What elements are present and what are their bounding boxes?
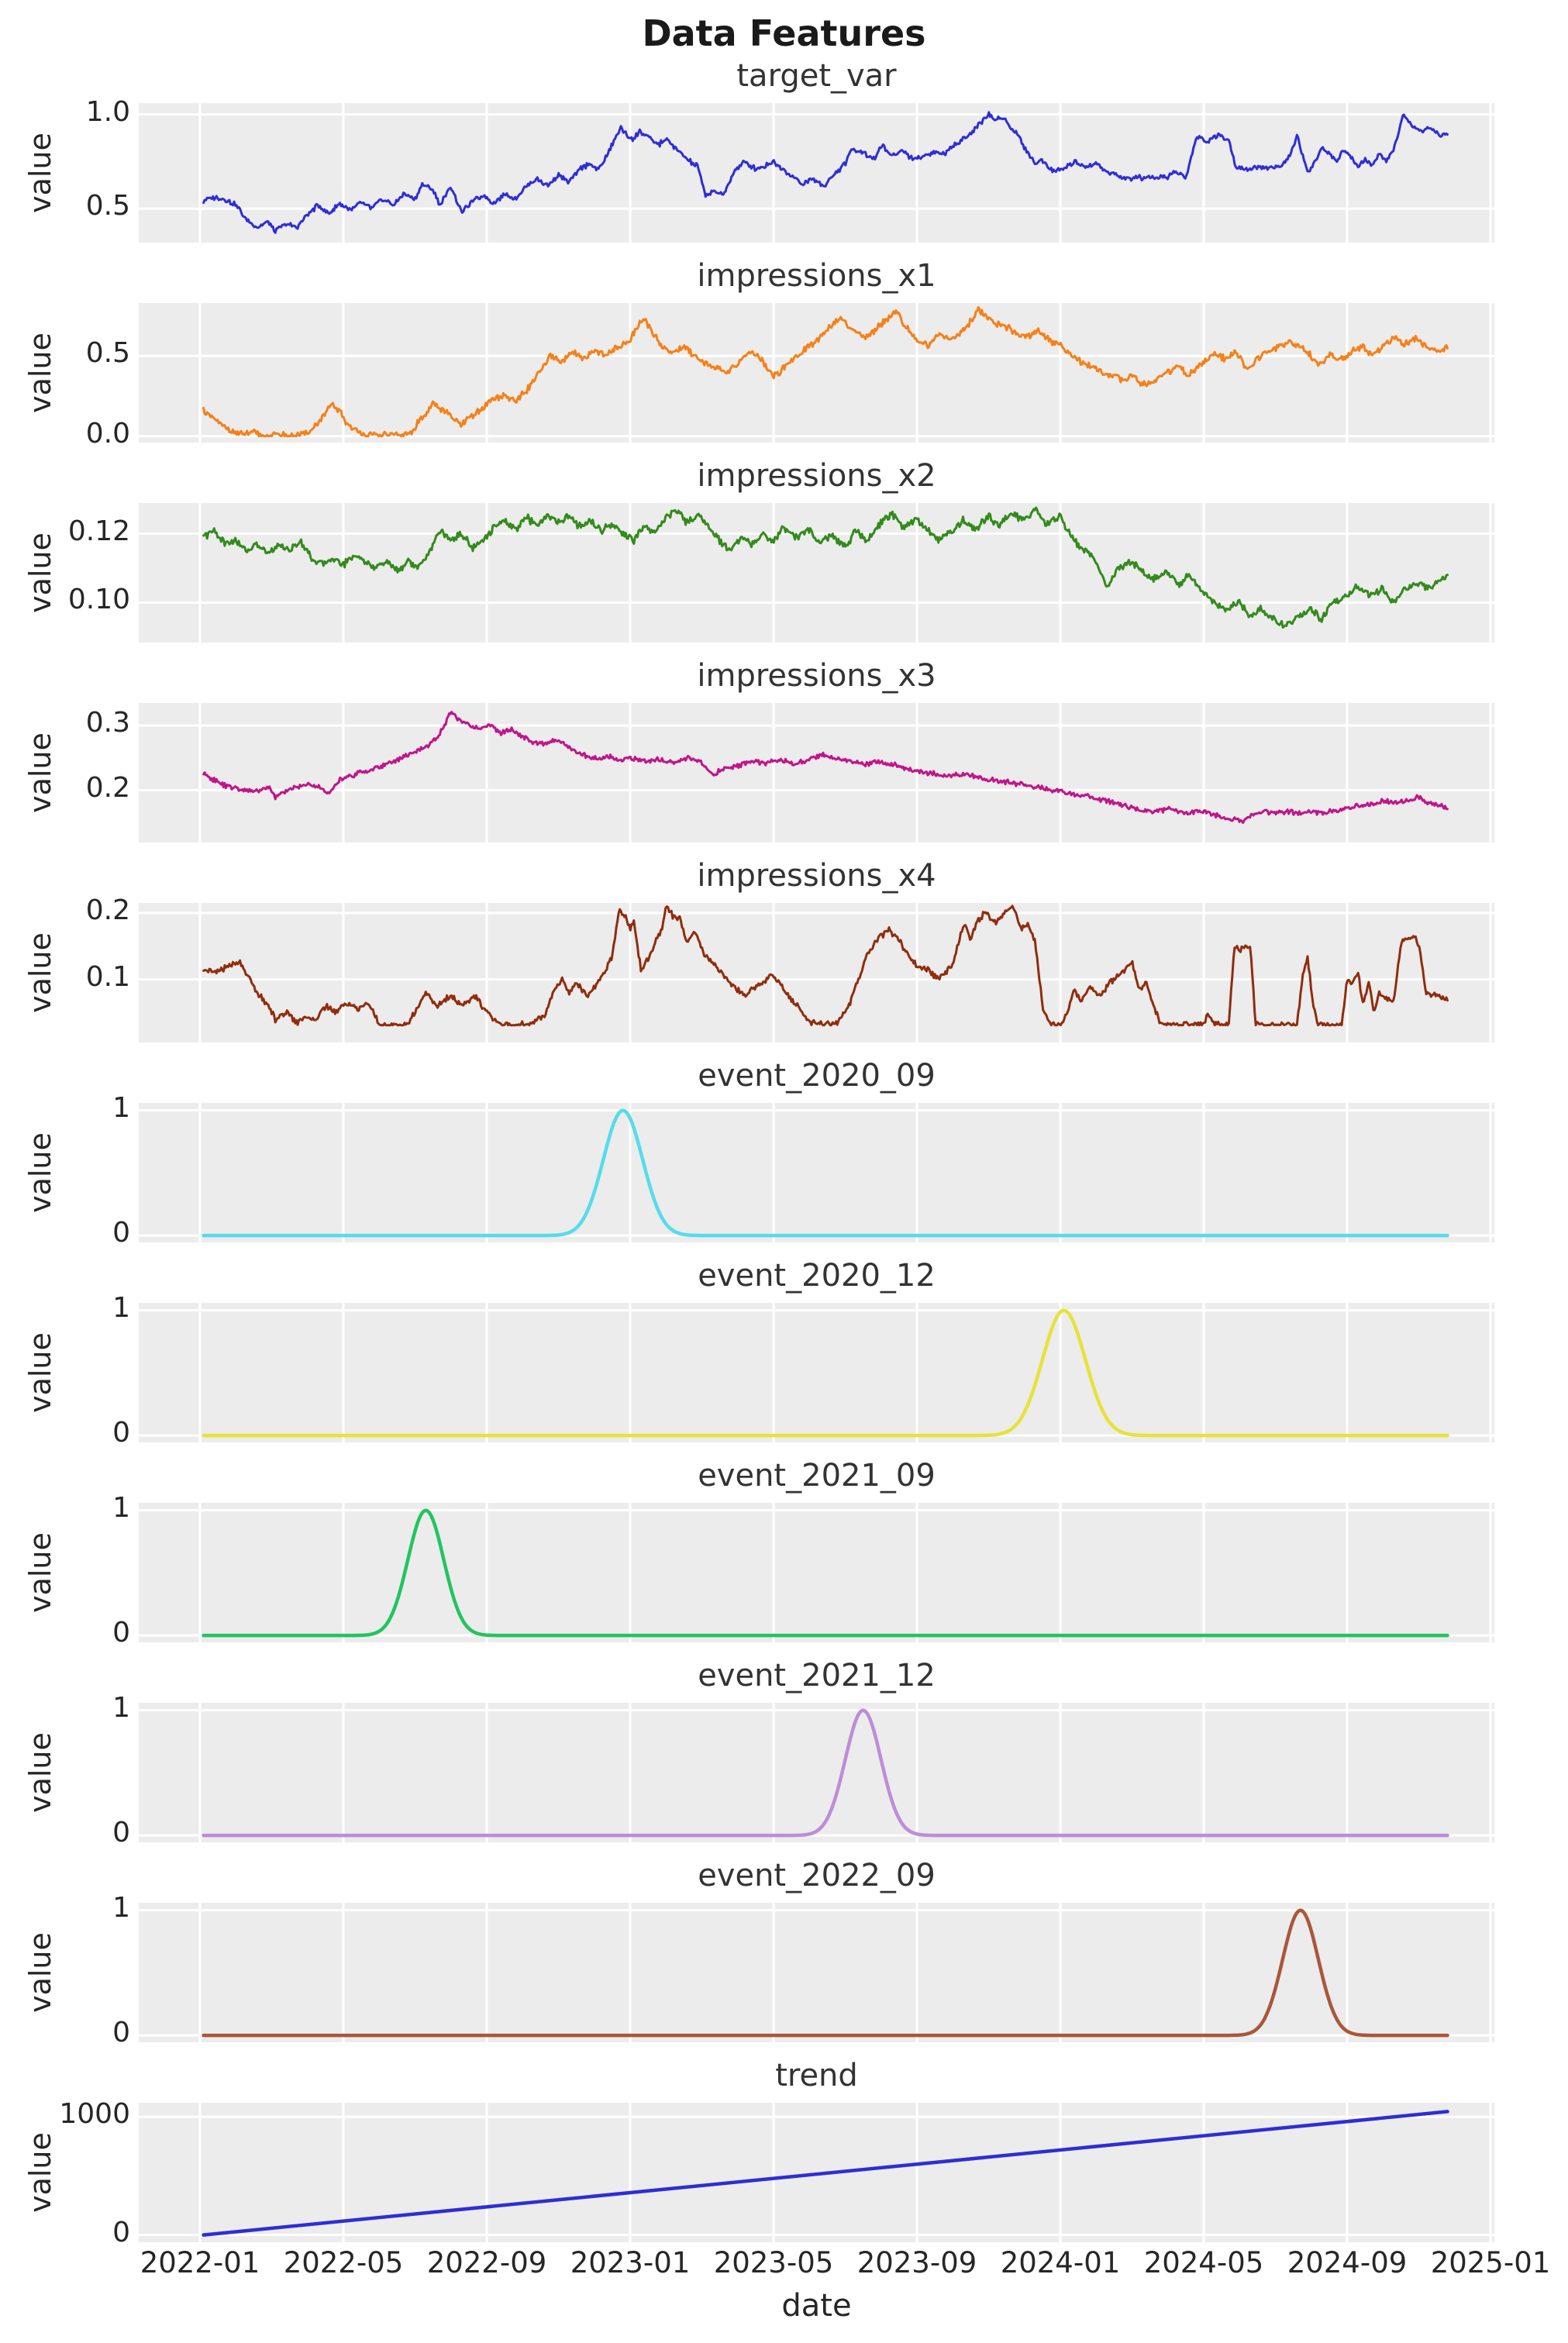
y-axis-label-trend: value — [23, 2132, 57, 2213]
series-line-trend — [202, 2110, 1449, 2237]
x-tick-2023-05: 2023-05 — [713, 2246, 834, 2279]
series-line-impressions_x2 — [202, 506, 1449, 629]
y-tick-impressions_x1-0.5: 0.5 — [85, 337, 130, 370]
subplot-title-event_2022_09: event_2022_09 — [698, 1858, 936, 1893]
plot-background — [139, 703, 1494, 842]
plot-area-event_2021_09 — [139, 1503, 1494, 1642]
plot-area-impressions_x3 — [139, 703, 1494, 842]
subplot-title-impressions_x1: impressions_x1 — [697, 258, 936, 294]
plot-area-trend — [139, 2103, 1494, 2242]
y-tick-target_var-1.0: 1.0 — [85, 95, 130, 128]
series-line-impressions_x1 — [202, 306, 1449, 438]
subplot-title-event_2021_09: event_2021_09 — [698, 1458, 936, 1494]
subplot-title-impressions_x4: impressions_x4 — [697, 858, 936, 894]
plot-background — [139, 1703, 1494, 1842]
plot-area-event_2021_12 — [139, 1703, 1494, 1842]
x-tick-2022-01: 2022-01 — [140, 2246, 260, 2279]
y-tick-event_2020_12-0: 0 — [112, 1417, 130, 1449]
y-tick-impressions_x4-0.2: 0.2 — [85, 894, 130, 926]
x-tick-2023-01: 2023-01 — [570, 2246, 691, 2279]
plot-background — [139, 103, 1494, 243]
plot-background — [139, 903, 1494, 1042]
gridlines — [139, 903, 1494, 1042]
subplot-title-event_2020_09: event_2020_09 — [698, 1058, 936, 1094]
x-tick-2024-05: 2024-05 — [1143, 2246, 1264, 2279]
subplot-title-trend: trend — [775, 2058, 858, 2093]
y-tick-trend-0: 0 — [112, 2216, 130, 2248]
series-line-event_2020_12 — [202, 1308, 1449, 1438]
figure-title: Data Features — [642, 12, 926, 54]
y-tick-impressions_x4-0.1: 0.1 — [85, 960, 130, 993]
gridlines — [139, 503, 1494, 643]
subplot-title-target_var: target_var — [736, 58, 897, 94]
subplot-title-event_2020_12: event_2020_12 — [698, 1258, 936, 1294]
plot-area-event_2020_09 — [139, 1103, 1494, 1242]
y-axis-label-event_2020_12: value — [23, 1332, 57, 1413]
plot-area-target_var — [139, 103, 1494, 243]
series-line-event_2021_12 — [202, 1708, 1449, 1838]
x-tick-2024-01: 2024-01 — [1000, 2246, 1121, 2279]
plot-background — [139, 1103, 1494, 1242]
y-tick-trend-1000: 1000 — [59, 2098, 130, 2131]
series-line-impressions_x3 — [202, 711, 1449, 825]
x-tick-2022-09: 2022-09 — [426, 2246, 547, 2279]
y-tick-event_2021_12-1: 1 — [112, 1691, 130, 1724]
plot-background — [139, 1903, 1494, 2042]
gridlines — [139, 2103, 1494, 2242]
y-axis-label-event_2021_09: value — [23, 1532, 57, 1613]
y-tick-impressions_x3-0.2: 0.2 — [85, 771, 130, 804]
x-tick-2023-09: 2023-09 — [856, 2246, 977, 2279]
plot-background — [139, 503, 1494, 643]
series-line-event_2020_09 — [202, 1108, 1449, 1238]
subplot-title-impressions_x2: impressions_x2 — [697, 458, 936, 494]
x-tick-2025-01: 2025-01 — [1430, 2246, 1551, 2279]
y-tick-event_2020_09-1: 1 — [112, 1091, 130, 1124]
y-tick-event_2022_09-1: 1 — [112, 1891, 130, 1924]
plot-background — [139, 1503, 1494, 1642]
y-tick-event_2021_09-1: 1 — [112, 1491, 130, 1524]
plot-background — [139, 303, 1494, 443]
x-tick-2022-05: 2022-05 — [283, 2246, 404, 2279]
series-line-event_2021_09 — [202, 1508, 1449, 1638]
x-tick-2024-09: 2024-09 — [1287, 2246, 1408, 2279]
y-tick-event_2021_12-0: 0 — [112, 1817, 130, 1849]
y-axis-label-event_2021_12: value — [23, 1732, 57, 1813]
y-tick-impressions_x2-0.12: 0.12 — [67, 515, 130, 547]
y-axis-label-event_2020_09: value — [23, 1132, 57, 1213]
gridlines — [139, 703, 1494, 842]
y-tick-event_2020_12-1: 1 — [112, 1291, 130, 1324]
plot-background — [139, 1303, 1494, 1442]
series-line-impressions_x4 — [202, 904, 1449, 1027]
y-tick-impressions_x1-0.0: 0.0 — [85, 417, 130, 450]
y-tick-target_var-0.5: 0.5 — [85, 190, 130, 222]
plot-area-impressions_x2 — [139, 503, 1494, 643]
plot-area-impressions_x1 — [139, 303, 1494, 443]
y-tick-event_2022_09-0: 0 — [112, 2017, 130, 2049]
gridlines — [139, 103, 1494, 243]
y-tick-impressions_x2-0.10: 0.10 — [67, 584, 130, 616]
subplot-title-impressions_x3: impressions_x3 — [697, 658, 936, 694]
series-line-target_var — [202, 111, 1449, 234]
y-tick-event_2021_09-0: 0 — [112, 1617, 130, 1649]
y-axis-label-event_2022_09: value — [23, 1932, 57, 2013]
y-tick-impressions_x3-0.3: 0.3 — [85, 707, 130, 739]
plot-area-impressions_x4 — [139, 903, 1494, 1042]
plot-area-event_2022_09 — [139, 1903, 1494, 2042]
y-tick-event_2020_09-0: 0 — [112, 1217, 130, 1249]
series-line-event_2022_09 — [202, 1908, 1449, 2038]
subplot-title-event_2021_12: event_2021_12 — [698, 1658, 936, 1694]
plot-area-event_2020_12 — [139, 1303, 1494, 1442]
x-axis-label: date — [781, 2288, 852, 2324]
